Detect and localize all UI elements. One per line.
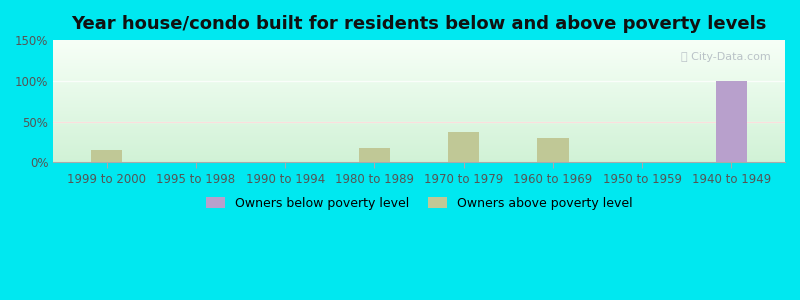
Bar [359, 148, 390, 162]
Bar [91, 150, 122, 162]
Legend: Owners below poverty level, Owners above poverty level: Owners below poverty level, Owners above… [201, 192, 637, 215]
Bar [448, 132, 479, 162]
Bar [716, 81, 747, 162]
Bar [538, 138, 569, 162]
Text: ⓘ City-Data.com: ⓘ City-Data.com [681, 52, 770, 62]
Title: Year house/condo built for residents below and above poverty levels: Year house/condo built for residents bel… [71, 15, 767, 33]
